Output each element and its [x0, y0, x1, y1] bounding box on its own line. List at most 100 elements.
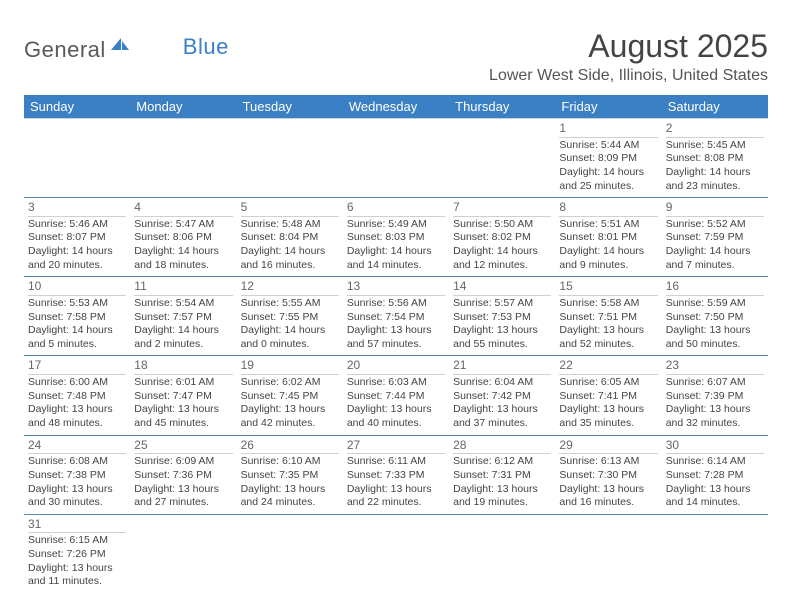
day-number: 22: [559, 358, 657, 375]
day-number: 21: [453, 358, 551, 375]
day-details: Sunrise: 5:53 AMSunset: 7:58 PMDaylight:…: [28, 297, 126, 352]
day-number: 8: [559, 200, 657, 217]
day-header: Tuesday: [237, 95, 343, 119]
week-row: 17Sunrise: 6:00 AMSunset: 7:48 PMDayligh…: [24, 356, 768, 435]
day-number: 10: [28, 279, 126, 296]
day-details: Sunrise: 5:54 AMSunset: 7:57 PMDaylight:…: [134, 297, 232, 352]
day-details: Sunrise: 6:13 AMSunset: 7:30 PMDaylight:…: [559, 455, 657, 510]
day-details: Sunrise: 6:14 AMSunset: 7:28 PMDaylight:…: [666, 455, 764, 510]
day-details: Sunrise: 5:50 AMSunset: 8:02 PMDaylight:…: [453, 218, 551, 273]
day-number: 31: [28, 517, 126, 534]
day-cell: 23Sunrise: 6:07 AMSunset: 7:39 PMDayligh…: [662, 356, 768, 435]
day-number: 4: [134, 200, 232, 217]
day-cell: [237, 119, 343, 198]
day-details: Sunrise: 5:45 AMSunset: 8:08 PMDaylight:…: [666, 139, 764, 194]
day-cell: 14Sunrise: 5:57 AMSunset: 7:53 PMDayligh…: [449, 277, 555, 356]
day-cell: [343, 119, 449, 198]
day-cell: 12Sunrise: 5:55 AMSunset: 7:55 PMDayligh…: [237, 277, 343, 356]
day-number: 19: [241, 358, 339, 375]
logo-word1: General: [24, 37, 106, 63]
day-cell: [662, 514, 768, 593]
day-cell: [555, 514, 661, 593]
day-number: 28: [453, 438, 551, 455]
day-cell: 9Sunrise: 5:52 AMSunset: 7:59 PMDaylight…: [662, 198, 768, 277]
day-number: 18: [134, 358, 232, 375]
week-row: 1Sunrise: 5:44 AMSunset: 8:09 PMDaylight…: [24, 119, 768, 198]
day-details: Sunrise: 5:44 AMSunset: 8:09 PMDaylight:…: [559, 139, 657, 194]
day-cell: 2Sunrise: 5:45 AMSunset: 8:08 PMDaylight…: [662, 119, 768, 198]
logo-word2: Blue: [183, 34, 229, 60]
day-details: Sunrise: 6:09 AMSunset: 7:36 PMDaylight:…: [134, 455, 232, 510]
day-cell: 7Sunrise: 5:50 AMSunset: 8:02 PMDaylight…: [449, 198, 555, 277]
day-cell: 21Sunrise: 6:04 AMSunset: 7:42 PMDayligh…: [449, 356, 555, 435]
day-cell: 25Sunrise: 6:09 AMSunset: 7:36 PMDayligh…: [130, 435, 236, 514]
week-row: 31Sunrise: 6:15 AMSunset: 7:26 PMDayligh…: [24, 514, 768, 593]
sail-icon: [109, 36, 131, 57]
day-header: Monday: [130, 95, 236, 119]
logo: General Blue: [24, 36, 229, 63]
day-details: Sunrise: 6:05 AMSunset: 7:41 PMDaylight:…: [559, 376, 657, 431]
day-number: 1: [559, 121, 657, 138]
day-cell: 4Sunrise: 5:47 AMSunset: 8:06 PMDaylight…: [130, 198, 236, 277]
day-number: 9: [666, 200, 764, 217]
day-number: 3: [28, 200, 126, 217]
day-number: 12: [241, 279, 339, 296]
day-number: 13: [347, 279, 445, 296]
calendar-table: SundayMondayTuesdayWednesdayThursdayFrid…: [24, 95, 768, 593]
day-details: Sunrise: 6:12 AMSunset: 7:31 PMDaylight:…: [453, 455, 551, 510]
day-cell: 31Sunrise: 6:15 AMSunset: 7:26 PMDayligh…: [24, 514, 130, 593]
day-header: Friday: [555, 95, 661, 119]
day-number: 5: [241, 200, 339, 217]
day-header: Thursday: [449, 95, 555, 119]
day-number: 15: [559, 279, 657, 296]
day-details: Sunrise: 6:08 AMSunset: 7:38 PMDaylight:…: [28, 455, 126, 510]
day-cell: 10Sunrise: 5:53 AMSunset: 7:58 PMDayligh…: [24, 277, 130, 356]
day-details: Sunrise: 6:04 AMSunset: 7:42 PMDaylight:…: [453, 376, 551, 431]
day-number: 30: [666, 438, 764, 455]
day-cell: [130, 119, 236, 198]
day-cell: 1Sunrise: 5:44 AMSunset: 8:09 PMDaylight…: [555, 119, 661, 198]
day-header-row: SundayMondayTuesdayWednesdayThursdayFrid…: [24, 95, 768, 119]
day-cell: 8Sunrise: 5:51 AMSunset: 8:01 PMDaylight…: [555, 198, 661, 277]
day-cell: 20Sunrise: 6:03 AMSunset: 7:44 PMDayligh…: [343, 356, 449, 435]
day-cell: 5Sunrise: 5:48 AMSunset: 8:04 PMDaylight…: [237, 198, 343, 277]
day-details: Sunrise: 6:02 AMSunset: 7:45 PMDaylight:…: [241, 376, 339, 431]
day-cell: 16Sunrise: 5:59 AMSunset: 7:50 PMDayligh…: [662, 277, 768, 356]
day-header: Saturday: [662, 95, 768, 119]
day-details: Sunrise: 5:57 AMSunset: 7:53 PMDaylight:…: [453, 297, 551, 352]
header: General Blue August 2025 Lower West Side…: [24, 28, 768, 85]
day-details: Sunrise: 5:48 AMSunset: 8:04 PMDaylight:…: [241, 218, 339, 273]
day-details: Sunrise: 5:55 AMSunset: 7:55 PMDaylight:…: [241, 297, 339, 352]
day-number: 26: [241, 438, 339, 455]
day-cell: 15Sunrise: 5:58 AMSunset: 7:51 PMDayligh…: [555, 277, 661, 356]
title-block: August 2025 Lower West Side, Illinois, U…: [489, 28, 768, 85]
week-row: 3Sunrise: 5:46 AMSunset: 8:07 PMDaylight…: [24, 198, 768, 277]
day-number: 23: [666, 358, 764, 375]
day-cell: 18Sunrise: 6:01 AMSunset: 7:47 PMDayligh…: [130, 356, 236, 435]
day-number: 14: [453, 279, 551, 296]
day-number: 25: [134, 438, 232, 455]
day-details: Sunrise: 5:58 AMSunset: 7:51 PMDaylight:…: [559, 297, 657, 352]
day-cell: 30Sunrise: 6:14 AMSunset: 7:28 PMDayligh…: [662, 435, 768, 514]
day-details: Sunrise: 6:00 AMSunset: 7:48 PMDaylight:…: [28, 376, 126, 431]
day-number: 27: [347, 438, 445, 455]
day-details: Sunrise: 5:59 AMSunset: 7:50 PMDaylight:…: [666, 297, 764, 352]
day-number: 16: [666, 279, 764, 296]
day-details: Sunrise: 5:52 AMSunset: 7:59 PMDaylight:…: [666, 218, 764, 273]
day-details: Sunrise: 6:03 AMSunset: 7:44 PMDaylight:…: [347, 376, 445, 431]
day-number: 6: [347, 200, 445, 217]
day-number: 7: [453, 200, 551, 217]
day-number: 20: [347, 358, 445, 375]
month-title: August 2025: [489, 28, 768, 65]
day-cell: [343, 514, 449, 593]
day-details: Sunrise: 6:10 AMSunset: 7:35 PMDaylight:…: [241, 455, 339, 510]
day-cell: 22Sunrise: 6:05 AMSunset: 7:41 PMDayligh…: [555, 356, 661, 435]
day-details: Sunrise: 5:46 AMSunset: 8:07 PMDaylight:…: [28, 218, 126, 273]
day-cell: 17Sunrise: 6:00 AMSunset: 7:48 PMDayligh…: [24, 356, 130, 435]
day-number: 11: [134, 279, 232, 296]
day-details: Sunrise: 5:56 AMSunset: 7:54 PMDaylight:…: [347, 297, 445, 352]
day-details: Sunrise: 6:15 AMSunset: 7:26 PMDaylight:…: [28, 534, 126, 589]
day-header: Sunday: [24, 95, 130, 119]
week-row: 10Sunrise: 5:53 AMSunset: 7:58 PMDayligh…: [24, 277, 768, 356]
day-cell: [130, 514, 236, 593]
